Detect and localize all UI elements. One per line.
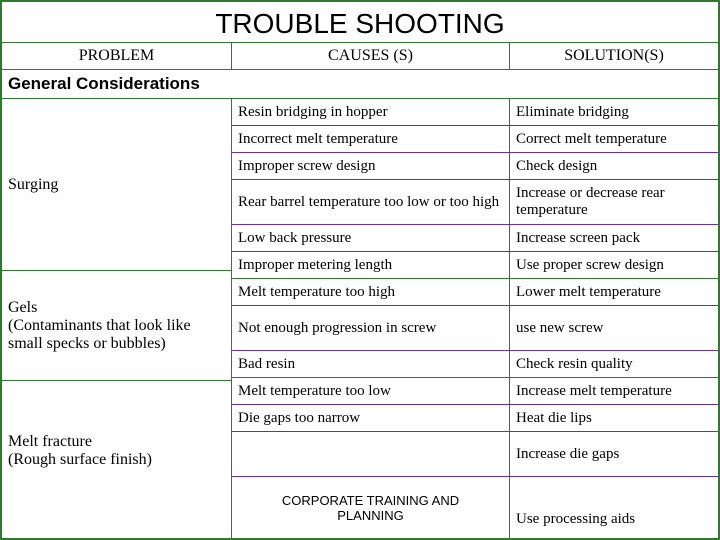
cause-cell: Bad resin — [232, 351, 510, 377]
causes-solution-columns: Resin bridging in hopperEliminate bridgi… — [232, 99, 718, 538]
cause-cell — [232, 432, 510, 476]
cause-cell: Improper metering length — [232, 252, 510, 278]
cause-cell: Rear barrel temperature too low or too h… — [232, 180, 510, 224]
solution-cell: Increase die gaps — [510, 432, 718, 476]
section-header: General Considerations — [2, 70, 718, 99]
table-row: Improper screw designCheck design — [232, 153, 718, 180]
table-row: Not enough progression in screwuse new s… — [232, 306, 718, 351]
page-title: TROUBLE SHOOTING — [2, 2, 718, 42]
problem-column: SurgingGels (Contaminants that look like… — [2, 99, 232, 538]
header-problem: PROBLEM — [2, 43, 232, 69]
problem-cell: Melt fracture (Rough surface finish) — [2, 381, 231, 521]
table-row: Rear barrel temperature too low or too h… — [232, 180, 718, 225]
solution-cell: Correct melt temperature — [510, 126, 718, 152]
problem-cell: Gels (Contaminants that look like small … — [2, 271, 231, 381]
cause-cell: Low back pressure — [232, 225, 510, 251]
table-row: Resin bridging in hopperEliminate bridgi… — [232, 99, 718, 126]
footer-row: CORPORATE TRAINING AND PLANNINGUse proce… — [232, 477, 718, 538]
table-body: SurgingGels (Contaminants that look like… — [2, 99, 718, 538]
footer-solution: Use processing aids — [510, 477, 718, 538]
header-causes: CAUSES (S) — [232, 43, 510, 69]
cause-cell: Melt temperature too high — [232, 279, 510, 305]
table-row: Incorrect melt temperatureCorrect melt t… — [232, 126, 718, 153]
solution-cell: Check resin quality — [510, 351, 718, 377]
table-header: PROBLEM CAUSES (S) SOLUTION(S) — [2, 42, 718, 70]
header-solution: SOLUTION(S) — [510, 43, 718, 69]
table-row: Low back pressureIncrease screen pack — [232, 225, 718, 252]
cause-cell: Not enough progression in screw — [232, 306, 510, 350]
table-row: Bad resinCheck resin quality — [232, 351, 718, 378]
table-row: Improper metering lengthUse proper screw… — [232, 252, 718, 279]
cause-cell: Melt temperature too low — [232, 378, 510, 404]
footer-caption: CORPORATE TRAINING AND PLANNING — [232, 477, 510, 538]
solution-cell: Use proper screw design — [510, 252, 718, 278]
solution-cell: Heat die lips — [510, 405, 718, 431]
solution-cell: Increase or decrease rear temperature — [510, 180, 718, 224]
solution-cell: Increase melt temperature — [510, 378, 718, 404]
cause-cell: Die gaps too narrow — [232, 405, 510, 431]
table-row: Die gaps too narrowHeat die lips — [232, 405, 718, 432]
problem-cell: Surging — [2, 99, 231, 271]
table-row: Melt temperature too highLower melt temp… — [232, 279, 718, 306]
cause-cell: Resin bridging in hopper — [232, 99, 510, 125]
table-row: Increase die gaps — [232, 432, 718, 477]
cause-cell: Improper screw design — [232, 153, 510, 179]
solution-cell: Increase screen pack — [510, 225, 718, 251]
cause-cell: Incorrect melt temperature — [232, 126, 510, 152]
page: TROUBLE SHOOTING PROBLEM CAUSES (S) SOLU… — [0, 0, 720, 540]
solution-cell: Check design — [510, 153, 718, 179]
table-row: Melt temperature too lowIncrease melt te… — [232, 378, 718, 405]
solution-cell: Eliminate bridging — [510, 99, 718, 125]
solution-cell: use new screw — [510, 306, 718, 350]
solution-cell: Lower melt temperature — [510, 279, 718, 305]
